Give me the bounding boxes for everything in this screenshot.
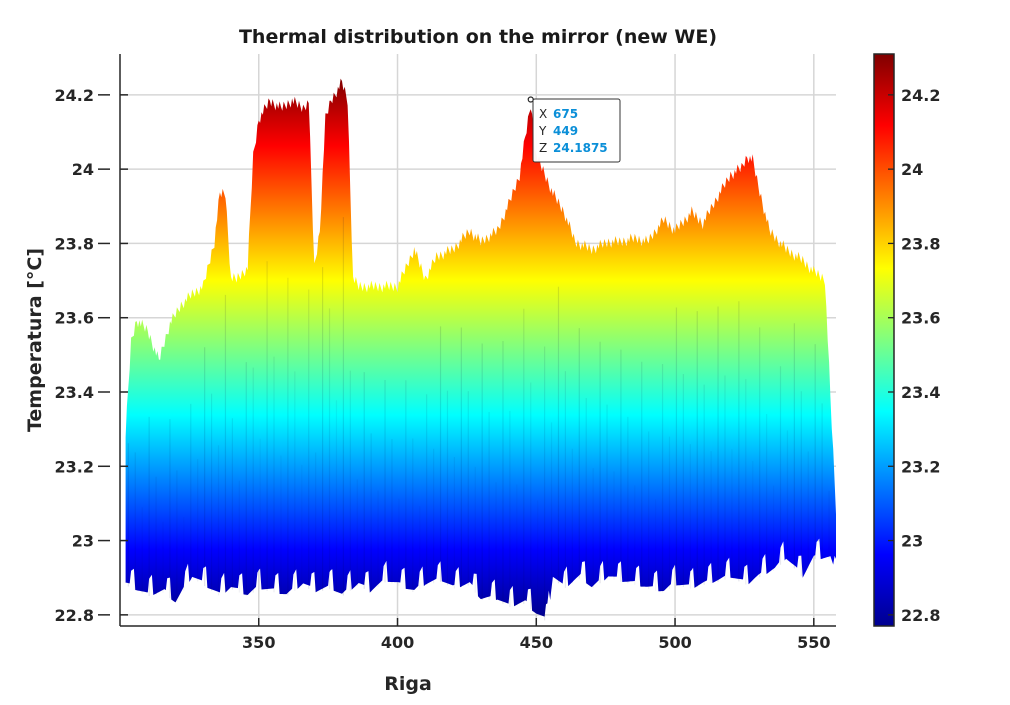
- colorbar-ticks: 22.8 23 23.2 23.4 23.6 23.8 24 24.2: [888, 86, 940, 625]
- datatip-y-value: 449: [553, 124, 578, 138]
- datatip-y-key: Y: [538, 124, 547, 138]
- x-tick-label: 550: [797, 633, 830, 652]
- x-tick-label: 350: [242, 633, 275, 652]
- y-tick-label: 24.2: [55, 86, 94, 105]
- colorbar-tick-label: 23.4: [901, 383, 940, 402]
- datatip[interactable]: X 675 Y 449 Z 24.1875: [527, 96, 621, 163]
- datatip-marker[interactable]: [527, 96, 534, 103]
- axes: [119, 54, 836, 627]
- colorbar-tick-label: 22.8: [901, 606, 940, 625]
- y-axis-label: Temperatura [°C]: [24, 248, 46, 432]
- y-tick-label: 24: [72, 160, 94, 179]
- colorbar-tick-label: 24.2: [901, 86, 940, 105]
- colorbar-tick-label: 23.8: [901, 234, 940, 253]
- colorbar-gradient: [873, 53, 895, 627]
- x-tick-label: 400: [381, 633, 414, 652]
- y-ticks: 22.8 23 23.2 23.4 23.6 23.8 24 24.2: [55, 86, 128, 625]
- chart-title: Thermal distribution on the mirror (new …: [239, 26, 717, 48]
- temperature-surface: [125, 78, 836, 617]
- datatip-x-value: 675: [553, 107, 578, 121]
- y-tick-label: 23.4: [55, 383, 94, 402]
- y-tick-label: 23.8: [55, 234, 94, 253]
- colorbar-tick-label: 23.6: [901, 309, 940, 328]
- colorbar-tick-label: 23: [901, 532, 923, 551]
- datatip-box: [532, 98, 621, 163]
- colorbar-tick-label: 23.2: [901, 457, 940, 476]
- colorbar: 22.8 23 23.2 23.4 23.6 23.8 24 24.2: [873, 53, 940, 627]
- datatip-z-key: Z: [539, 141, 547, 155]
- x-axis-label: Riga: [384, 673, 432, 695]
- colorbar-tick-label: 24: [901, 160, 923, 179]
- y-tick-label: 23: [72, 532, 94, 551]
- datatip-z-value: 24.1875: [553, 141, 608, 155]
- x-ticks: 350 400 450 500 550: [242, 618, 831, 652]
- datatip-x-key: X: [539, 107, 547, 121]
- y-tick-label: 22.8: [55, 606, 94, 625]
- x-tick-label: 450: [520, 633, 553, 652]
- surface-ridges: [127, 217, 830, 621]
- x-tick-label: 500: [658, 633, 691, 652]
- y-tick-label: 23.6: [55, 309, 94, 328]
- y-tick-label: 23.2: [55, 457, 94, 476]
